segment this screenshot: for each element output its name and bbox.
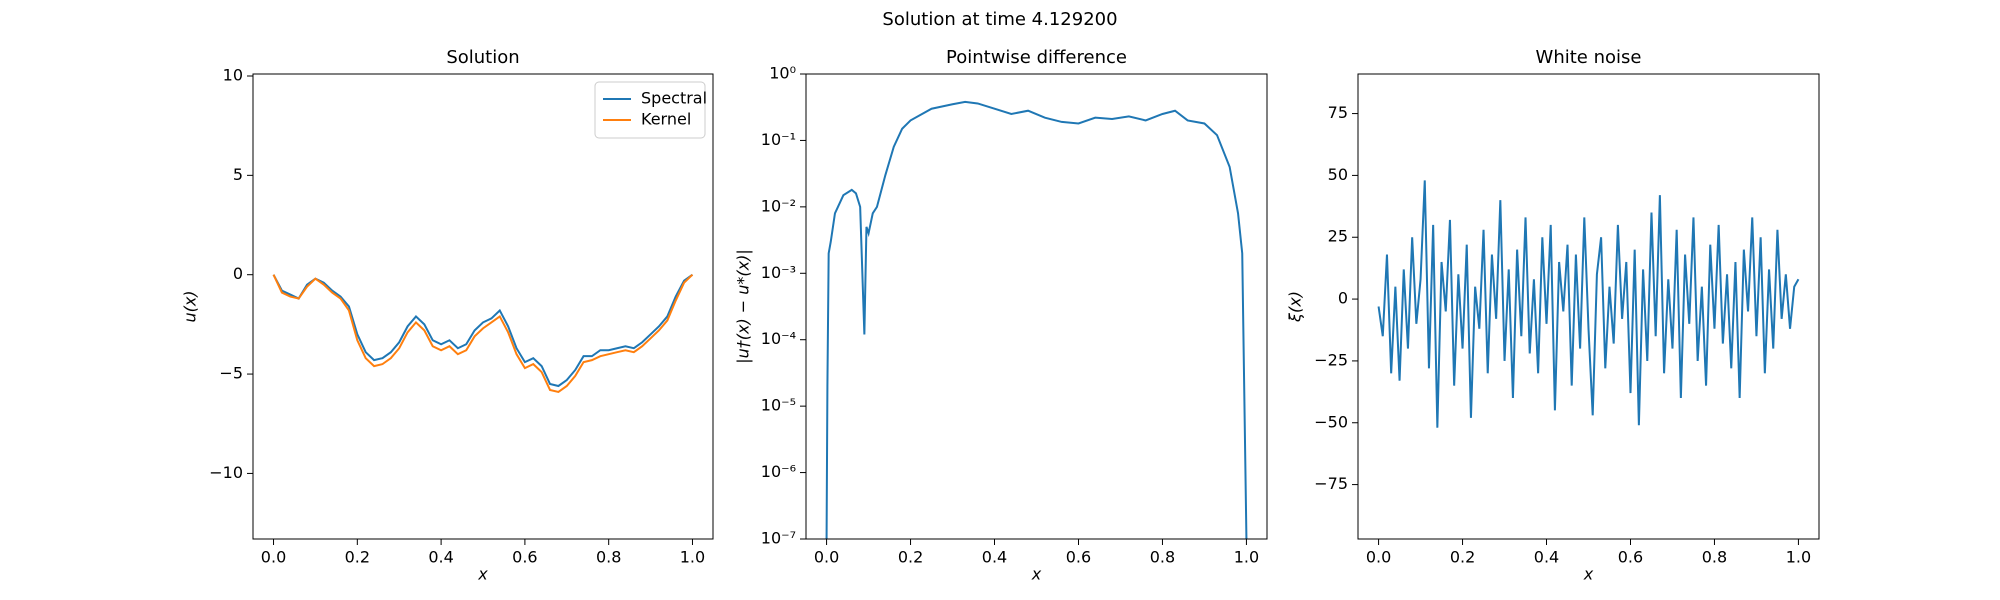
data-line (1377, 180, 1800, 428)
y-tick-label: 75 (1328, 103, 1348, 122)
data-line (272, 273, 694, 388)
axes-title: White noise (1536, 47, 1642, 68)
y-tick-label: 10⁻³ (761, 263, 796, 282)
y-axis-label: ξ(x) (1286, 291, 1305, 323)
x-axis-label: x (1031, 565, 1042, 584)
x-tick-label: 1.0 (1234, 548, 1259, 567)
axes-frame (805, 73, 1268, 540)
y-tick-label: 10 (223, 65, 243, 84)
x-tick-label: 0.2 (345, 548, 370, 567)
y-tick-label: 10⁻⁵ (761, 396, 796, 415)
x-tick-label: 0.0 (1366, 548, 1391, 567)
x-tick-label: 1.0 (680, 548, 705, 567)
x-tick-label: 0.8 (1702, 548, 1727, 567)
plot-area (272, 273, 694, 394)
legend-label: Spectral (641, 89, 707, 108)
y-tick-label: 10⁰ (769, 64, 796, 83)
y-tick-label: −50 (1314, 412, 1348, 431)
y-tick-label: 10⁻⁶ (761, 462, 796, 481)
axes-frame (252, 73, 714, 540)
figure-title: Solution at time 4.129200 (882, 9, 1117, 30)
y-tick-label: 0 (233, 264, 243, 283)
x-tick-label: 0.6 (1066, 548, 1091, 567)
y-tick-label: 50 (1328, 165, 1348, 184)
plot-area (1377, 180, 1800, 428)
y-tick-label: 5 (233, 165, 243, 184)
y-axis-label: |u†(x) − u*(x)| (734, 249, 753, 364)
y-tick-label: −10 (209, 463, 243, 482)
y-tick-label: 25 (1328, 227, 1348, 246)
y-tick-label: 10⁻² (761, 196, 796, 215)
y-tick-label: 0 (1338, 289, 1348, 308)
x-tick-label: 0.0 (814, 548, 839, 567)
y-tick-label: 10⁻⁴ (761, 329, 796, 348)
axes-title: Pointwise difference (946, 47, 1127, 68)
axes-frame (1357, 73, 1820, 540)
axes-title: Solution (446, 47, 519, 68)
x-tick-label: 0.6 (512, 548, 537, 567)
x-axis-label: x (477, 565, 488, 584)
data-line (272, 273, 694, 394)
x-tick-label: 0.6 (1618, 548, 1643, 567)
x-tick-label: 1.0 (1786, 548, 1811, 567)
x-tick-label: 0.8 (596, 548, 621, 567)
x-tick-label: 0.2 (1450, 548, 1475, 567)
x-tick-label: 0.8 (1150, 548, 1175, 567)
y-axis-label: u(x) (181, 290, 200, 322)
data-line (825, 100, 1248, 539)
x-axis-label: x (1583, 565, 1594, 584)
y-tick-label: −75 (1314, 474, 1348, 493)
x-tick-label: 0.4 (1534, 548, 1559, 567)
y-tick-label: −25 (1314, 350, 1348, 369)
legend-box (594, 81, 706, 139)
plot-area (825, 100, 1248, 539)
x-tick-label: 0.4 (428, 548, 453, 567)
x-tick-label: 0.4 (982, 548, 1007, 567)
legend-label: Kernel (641, 110, 691, 129)
x-tick-label: 0.2 (898, 548, 923, 567)
y-tick-label: −5 (219, 364, 243, 383)
x-tick-label: 0.0 (261, 548, 286, 567)
y-tick-label: 10⁻⁷ (761, 529, 796, 548)
y-tick-label: 10⁻¹ (761, 130, 796, 149)
